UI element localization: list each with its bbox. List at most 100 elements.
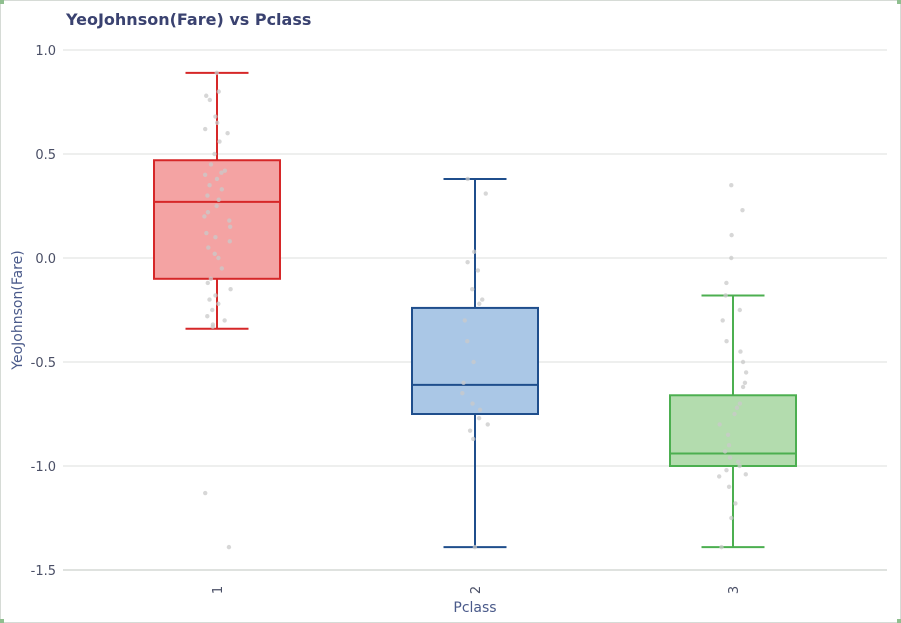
- data-point: [740, 359, 746, 365]
- y-axis-label: YeoJohnson(Fare): [10, 250, 26, 370]
- data-point: [742, 380, 748, 385]
- chart-title: YeoJohnson(Fare) vs Pclass: [66, 10, 312, 29]
- data-point: [740, 384, 746, 390]
- data-point: [465, 339, 470, 344]
- data-point: [214, 120, 220, 126]
- y-tick-label: -1.5: [31, 564, 56, 579]
- data-point: [216, 89, 221, 94]
- y-tick-label: 0.5: [35, 148, 56, 163]
- data-point: [743, 370, 749, 375]
- data-point: [216, 301, 221, 306]
- data-point: [214, 203, 219, 209]
- data-point: [205, 314, 210, 319]
- data-point: [203, 490, 208, 496]
- data-point: [227, 218, 232, 223]
- data-point: [722, 449, 728, 454]
- data-point: [743, 472, 748, 477]
- data-point: [207, 297, 212, 302]
- data-point: [222, 318, 227, 323]
- data-point: [471, 359, 476, 365]
- data-point: [471, 249, 477, 254]
- data-point: [727, 455, 733, 460]
- data-point: [733, 501, 738, 506]
- data-point: [737, 401, 743, 406]
- data-point: [208, 162, 214, 167]
- data-point: [729, 255, 734, 261]
- data-point: [227, 224, 233, 229]
- data-point: [213, 114, 218, 119]
- data-point: [736, 459, 741, 465]
- data-point: [219, 266, 225, 271]
- data-point: [213, 293, 218, 298]
- data-point: [477, 301, 482, 306]
- data-point: [205, 193, 210, 198]
- data-point: [720, 318, 725, 323]
- corner-handle: [0, 619, 4, 623]
- data-point: [485, 422, 490, 427]
- data-point: [227, 239, 232, 244]
- box-group-2: [411, 176, 539, 550]
- data-point: [483, 191, 488, 196]
- data-point: [475, 268, 481, 273]
- data-point: [726, 484, 732, 489]
- data-point: [734, 405, 740, 410]
- data-point: [724, 467, 729, 473]
- data-point: [207, 183, 212, 188]
- data-point: [210, 324, 216, 329]
- data-point: [205, 210, 211, 215]
- data-point: [724, 280, 729, 286]
- data-point: [467, 428, 473, 433]
- data-point: [214, 176, 220, 182]
- box-group-3: [669, 183, 797, 550]
- data-point: [740, 207, 745, 213]
- y-tick-label: -0.5: [31, 356, 56, 371]
- data-point: [724, 339, 729, 344]
- data-point: [226, 544, 232, 550]
- data-point: [219, 187, 225, 192]
- data-point: [460, 391, 465, 396]
- y-axis-ticks: 1.0 0.5 0.0 -0.5 -1.0 -1.5: [31, 44, 56, 579]
- boxes: [153, 70, 797, 550]
- data-point: [202, 214, 207, 219]
- data-point: [470, 401, 475, 406]
- corner-handle: [897, 619, 901, 623]
- data-point: [738, 349, 743, 354]
- data-point: [228, 287, 233, 292]
- data-point: [205, 280, 210, 286]
- x-axis-ticks: 1 2 3: [211, 586, 742, 594]
- x-axis-label: Pclass: [453, 600, 496, 616]
- data-point: [219, 170, 224, 175]
- data-point: [465, 259, 470, 265]
- data-point: [461, 380, 466, 385]
- data-point: [470, 287, 475, 292]
- data-point: [207, 97, 213, 103]
- data-point: [216, 197, 221, 202]
- data-point: [476, 415, 482, 421]
- data-point: [471, 436, 476, 442]
- data-point: [717, 422, 722, 427]
- data-point: [472, 544, 478, 550]
- data-point: [725, 432, 731, 437]
- x-tick-label: 1: [211, 586, 226, 594]
- data-point: [225, 131, 230, 136]
- iqr-box: [669, 394, 797, 467]
- data-point: [716, 474, 722, 479]
- data-point: [202, 172, 208, 177]
- data-point: [480, 297, 485, 302]
- data-point: [729, 515, 734, 521]
- corner-handle: [0, 0, 4, 4]
- data-point: [204, 93, 209, 98]
- data-point: [208, 276, 214, 281]
- data-point: [737, 307, 743, 313]
- corner-handle: [897, 0, 901, 4]
- x-tick-label: 3: [727, 586, 742, 594]
- box-group-1: [153, 70, 281, 550]
- data-point: [719, 544, 724, 550]
- data-point: [212, 151, 217, 157]
- data-point: [216, 255, 221, 261]
- data-point: [214, 70, 219, 76]
- data-point: [222, 168, 228, 173]
- data-point: [212, 251, 217, 257]
- data-point: [217, 139, 222, 144]
- data-point: [206, 245, 211, 250]
